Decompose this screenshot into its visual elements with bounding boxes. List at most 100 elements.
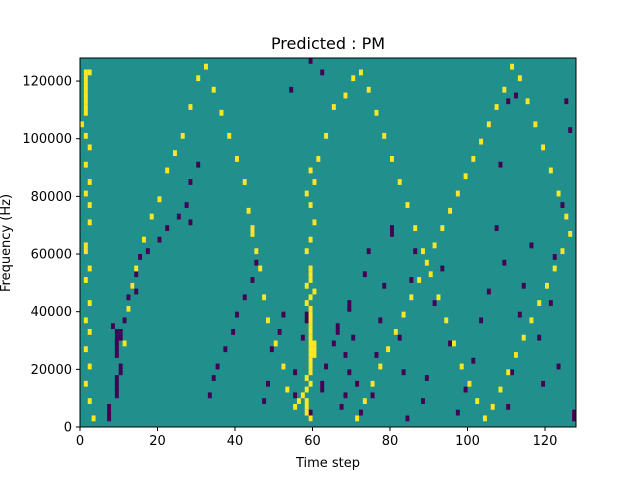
heatmap-cell-high <box>308 380 313 387</box>
heatmap-cell-high <box>308 323 313 330</box>
heatmap-cell-high <box>80 121 84 128</box>
heatmap-cell-high <box>382 132 387 139</box>
heatmap-cell-high <box>521 334 526 341</box>
heatmap-cell-low <box>118 328 123 335</box>
heatmap-cell-high <box>87 144 92 151</box>
heatmap-cell-high <box>308 334 313 341</box>
heatmap-cell-low <box>188 179 193 185</box>
heatmap-cell-high <box>374 109 379 116</box>
heatmap-cell-low <box>107 409 112 416</box>
heatmap-cell-high <box>273 340 278 347</box>
heatmap-cell-high <box>343 92 348 99</box>
heatmap-cell-low <box>308 409 313 416</box>
heatmap-cell-low <box>300 334 305 341</box>
heatmap-cell-low <box>374 352 379 358</box>
heatmap-cell-low <box>254 259 259 266</box>
heatmap-cell-low <box>556 363 561 370</box>
heatmap-cell-high <box>83 109 88 116</box>
heatmap-cell-low <box>552 254 557 260</box>
heatmap-cell-high <box>421 248 425 255</box>
heatmap-cell-low <box>126 294 131 301</box>
heatmap-cell-high <box>297 398 301 404</box>
heatmap-cell-low <box>370 392 375 399</box>
heatmap-cell-high <box>126 305 131 312</box>
heatmap-cell-high <box>87 300 92 306</box>
heatmap-cell-low <box>134 288 139 295</box>
heatmap-cell-low <box>207 392 212 399</box>
heatmap-cell-high <box>498 386 503 393</box>
heatmap-cell-high <box>180 132 185 139</box>
heatmap-cell-high <box>300 392 305 399</box>
heatmap-cell-low <box>118 334 123 341</box>
heatmap-cell-low <box>401 369 406 376</box>
heatmap-cell-low <box>304 311 309 318</box>
heatmap-cell-low <box>242 294 247 301</box>
chart-title: Predicted : PM <box>271 34 385 53</box>
heatmap-cell-low <box>347 300 352 306</box>
heatmap-cell-low <box>390 230 394 237</box>
y-axis-label: Frequency (Hz) <box>0 194 14 292</box>
heatmap-cell-low <box>564 98 569 105</box>
heatmap-cell-high <box>235 156 239 162</box>
heatmap-cell-low <box>289 86 294 93</box>
heatmap-cell-low <box>114 380 119 387</box>
heatmap-cell-high <box>262 294 267 301</box>
heatmap-cell-low <box>118 363 123 370</box>
heatmap-cell-high <box>308 311 313 318</box>
heatmap-cell-high <box>83 190 88 197</box>
heatmap-cell-high <box>525 98 530 105</box>
heatmap-cell-low <box>215 363 220 370</box>
heatmap-cell-low <box>196 161 201 168</box>
heatmap-cell-high <box>293 403 298 410</box>
heatmap-cell-low <box>506 98 511 105</box>
heatmap-cell-high <box>250 225 255 232</box>
heatmap-cell-high <box>312 346 317 353</box>
heatmap-cell-high <box>359 69 363 76</box>
heatmap-cell-low <box>572 409 577 416</box>
x-tick-label: 80 <box>382 434 399 449</box>
x-tick-label: 0 <box>76 434 84 449</box>
heatmap-cell-high <box>316 156 321 162</box>
heatmap-cell-low <box>486 288 491 295</box>
x-axis-label: Time step <box>295 456 360 471</box>
heatmap-cell-high <box>308 415 313 422</box>
heatmap-cell-high <box>304 375 309 381</box>
heatmap-cell-high <box>83 277 88 283</box>
heatmap-cell-high <box>134 265 139 272</box>
heatmap-cell-low <box>308 58 313 64</box>
heatmap-cell-high <box>304 248 309 255</box>
heatmap-cell-high <box>397 179 402 185</box>
y-tick-label: 40000 <box>31 305 72 320</box>
heatmap-cell-high <box>204 63 208 70</box>
plot-frame <box>79 57 577 428</box>
heatmap-cell-high <box>304 403 309 410</box>
heatmap-cell-low <box>320 380 325 387</box>
heatmap-cell-high <box>552 265 557 272</box>
heatmap-cell-low <box>355 380 360 387</box>
heatmap-cell-high <box>424 259 429 266</box>
heatmap-cell-high <box>541 144 546 151</box>
heatmap-cell-low <box>397 334 402 341</box>
heatmap-cell-high <box>490 403 495 410</box>
y-axis: 0 20000 40000 60000 80000 100000 120000 <box>22 75 80 436</box>
heatmap-cell-low <box>281 311 286 318</box>
heatmap-cell-low <box>537 334 542 341</box>
heatmap-cell-high <box>448 207 453 214</box>
heatmap-cell-low <box>269 346 274 353</box>
heatmap-cell-low <box>107 415 112 422</box>
heatmap-cell-high <box>304 300 309 306</box>
y-tick-label: 0 <box>64 421 72 436</box>
heatmap-cell-high <box>83 69 88 76</box>
heatmap-cell-high <box>308 352 313 358</box>
heatmap-cell-high <box>312 288 317 295</box>
heatmap-cell-low <box>347 369 352 376</box>
heatmap-cell-low <box>250 277 255 283</box>
heatmap-cell-high <box>196 75 201 82</box>
heatmap-cell-high <box>556 190 561 197</box>
heatmap-cell-high <box>83 380 88 387</box>
heatmap-cell-low <box>138 254 143 260</box>
heatmap-cell-high <box>510 63 515 70</box>
heatmap-cell-low <box>211 375 216 381</box>
heatmap-cell-high <box>83 104 88 110</box>
heatmap-cell-low <box>529 242 534 249</box>
